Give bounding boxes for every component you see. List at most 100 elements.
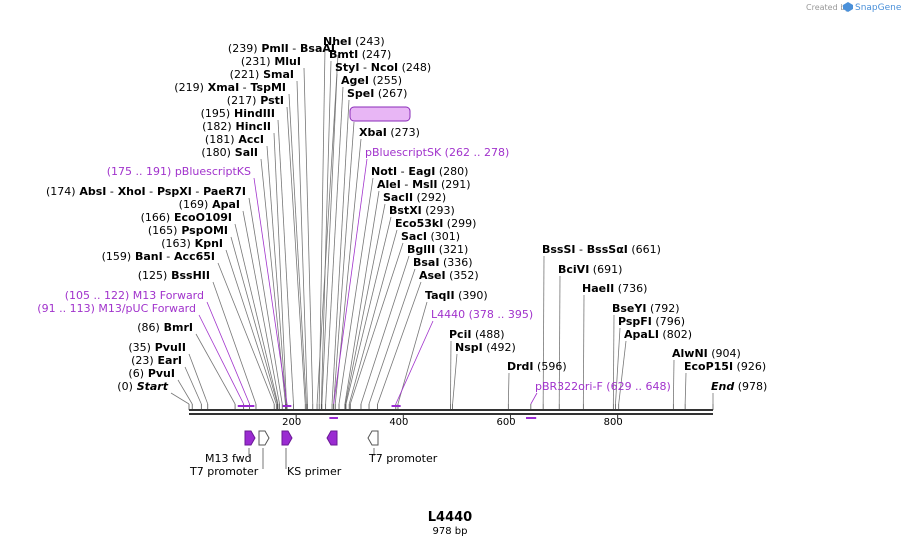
cut-site-l_sali[interactable]: (180) SalI <box>201 146 258 159</box>
cut-site-r_xbai[interactable]: XbaI (273) <box>359 126 420 139</box>
cut-site-r_bmti[interactable]: BmtI (247) <box>329 48 391 61</box>
cut-site-r_bsssi[interactable]: BssSI - BssSαI (661) <box>542 243 661 256</box>
cut-site-r_end[interactable]: End (978) <box>711 380 767 393</box>
cut-site-r_alei[interactable]: AleI - MslI (291) <box>377 178 471 191</box>
cut-site-l_smai[interactable]: (221) SmaI <box>230 68 294 81</box>
cut-site-l_pmli[interactable]: (239) PmlI - BsaAI <box>228 42 335 55</box>
leader-line <box>368 268 416 405</box>
site-label-text: (174) AbsI - XhoI - PspXI - PaeR7I <box>46 185 246 198</box>
leader-line <box>273 132 287 405</box>
leader-line <box>507 372 510 405</box>
site-label-text: (182) HincII <box>202 120 271 133</box>
label-part: HincII <box>232 120 271 133</box>
forward-arrow-icon <box>281 430 293 446</box>
label-part: (23) <box>131 354 154 367</box>
cut-site-r_bseyi[interactable]: BseYI (792) <box>612 302 680 315</box>
label-part: (181) <box>205 133 235 146</box>
cut-site-r_haeii[interactable]: HaeII (736) <box>582 282 647 295</box>
cut-site-l_kpni[interactable]: (163) KpnI <box>161 237 223 250</box>
cut-site-r_bsai[interactable]: BsaI (336) <box>413 256 473 269</box>
feature-f_t7a[interactable]: T7 promoter <box>189 430 270 478</box>
cut-site-l_eari[interactable]: (23) EarI <box>131 354 182 367</box>
cut-site-r_drdi[interactable]: DrdI (596) <box>507 360 567 373</box>
leader-line <box>242 210 280 405</box>
site-label-text: (239) PmlI - BsaAI <box>228 42 335 55</box>
cut-site-l_ecoo[interactable]: (166) EcoO109I <box>141 211 232 224</box>
cut-site-l_pspo[interactable]: (165) PspOMI <box>148 224 228 237</box>
cut-site-r_agei[interactable]: AgeI (255) <box>341 74 402 87</box>
cut-site-l_pvui[interactable]: (6) PvuI <box>128 367 175 380</box>
feature-f_t7b[interactable]: T7 promoter <box>367 430 438 465</box>
ruler-tick-label: 200 <box>282 417 301 428</box>
cut-site-r_nhei[interactable]: NheI (243) <box>323 35 385 48</box>
leader-line <box>318 47 326 405</box>
cut-site-r_taqii[interactable]: TaqII (390) <box>425 289 488 302</box>
label-part: (255) <box>369 74 402 87</box>
ruler-tick-label: 800 <box>604 417 623 428</box>
cut-site-l_acci[interactable]: (181) AccI <box>205 133 264 146</box>
label-part: SmaI <box>259 68 294 81</box>
cut-site-l_m13p[interactable]: (91 .. 113) M13/pUC Forward <box>37 302 196 315</box>
leader-line <box>325 86 344 405</box>
cut-site-l_hinc[interactable]: (182) HincII <box>202 120 271 133</box>
label-part: PspXI <box>153 185 192 198</box>
cut-site-l_m13f[interactable]: (105 .. 122) M13 Forward <box>65 289 204 302</box>
cut-site-r_ecop[interactable]: EcoP15I (926) <box>684 360 766 373</box>
cut-site-l_start[interactable]: (0) Start <box>117 380 168 393</box>
cut-site-l_bssh[interactable]: (125) BssHII <box>138 269 210 282</box>
cut-site-l_pks[interactable]: (175 .. 191) pBluescriptKS <box>107 165 251 178</box>
cut-site-l_apai[interactable]: (169) ApaI <box>179 198 240 211</box>
cut-site-r_saci[interactable]: SacI (301) <box>401 230 460 243</box>
label-part: SacII <box>383 191 413 204</box>
cut-site-r_nspi[interactable]: NspI (492) <box>455 341 516 354</box>
site-label-text: XbaI (273) <box>359 126 420 139</box>
cut-site-l_hind[interactable]: (195) HindIII <box>201 107 275 120</box>
site-label-text: NspI (492) <box>455 341 516 354</box>
feature-f_sk[interactable] <box>326 430 338 446</box>
cut-site-r_bstxi[interactable]: BstXI (293) <box>389 204 455 217</box>
leader-line <box>672 359 675 405</box>
cut-site-l_pvuii[interactable]: (35) PvuII <box>128 341 186 354</box>
cut-site-l_mlui[interactable]: (231) MluI <box>241 55 301 68</box>
leader-line <box>582 294 585 405</box>
cut-site-r_alwni[interactable]: AlwNI (904) <box>672 347 741 360</box>
cut-site-r_asei[interactable]: AseI (352) <box>419 269 479 282</box>
cut-site-r_bcivi[interactable]: BciVI (691) <box>558 263 622 276</box>
label-part: (390) <box>455 289 488 302</box>
feature-f_m13fwd[interactable]: M13 fwd <box>205 430 256 465</box>
cut-site-l_bmri[interactable]: (86) BmrI <box>137 321 193 334</box>
label-part: pBR322ori-F <box>535 380 603 393</box>
cut-site-r_pspfi[interactable]: PspFI (796) <box>618 315 685 328</box>
label-part: (0) <box>117 380 133 393</box>
site-label-text: StyI - NcoI (248) <box>335 61 431 74</box>
cut-site-r_pbr[interactable]: pBR322ori-F (629 .. 648) <box>535 380 671 393</box>
label-part: AlwNI <box>672 347 708 360</box>
label-part: Eco53kI <box>395 217 443 230</box>
cut-site-r_psk[interactable]: pBluescriptSK (262 .. 278) <box>365 146 509 159</box>
cut-site-r_eco53[interactable]: Eco53kI (299) <box>395 217 476 230</box>
leader-line <box>344 190 380 405</box>
cut-site-r_noti[interactable]: NotI - EagI (280) <box>371 165 468 178</box>
snapgene-credit: Created by SnapGene <box>806 2 902 13</box>
label-part: BstXI <box>389 204 422 217</box>
cut-site-r_pcii[interactable]: PciI (488) <box>449 328 505 341</box>
feature-f_ks[interactable]: KS primer <box>281 430 342 478</box>
leader-line <box>558 275 561 405</box>
site-label-text: AleI - MslI (291) <box>377 178 471 191</box>
label-part: Start <box>133 380 169 393</box>
label-part: (796) <box>652 315 685 328</box>
cut-site-l_bani[interactable]: (159) BanI - Acc65I <box>102 250 215 263</box>
label-part: (217) <box>227 94 257 107</box>
cut-site-r_apali[interactable]: ApaLI (802) <box>624 328 692 341</box>
site-label-text: (221) SmaI <box>230 68 294 81</box>
cut-site-r_spei[interactable]: SpeI (267) <box>347 87 407 100</box>
cut-site-l_absi[interactable]: (174) AbsI - XhoI - PspXI - PaeR7I <box>46 185 246 198</box>
cut-site-r_sacii[interactable]: SacII (292) <box>383 191 446 204</box>
cut-site-r_l4440[interactable]: L4440 (378 .. 395) <box>431 308 533 321</box>
cut-site-l_xmai[interactable]: (219) XmaI - TspMI <box>174 81 286 94</box>
cut-site-l_psti[interactable]: (217) PstI <box>227 94 284 107</box>
cut-site-r_skp[interactable]: SK primer <box>349 106 411 122</box>
cut-site-r_bglii[interactable]: BglII (321) <box>407 243 468 256</box>
leader-line <box>177 379 193 405</box>
cut-site-r_styi[interactable]: StyI - NcoI (248) <box>335 61 431 74</box>
